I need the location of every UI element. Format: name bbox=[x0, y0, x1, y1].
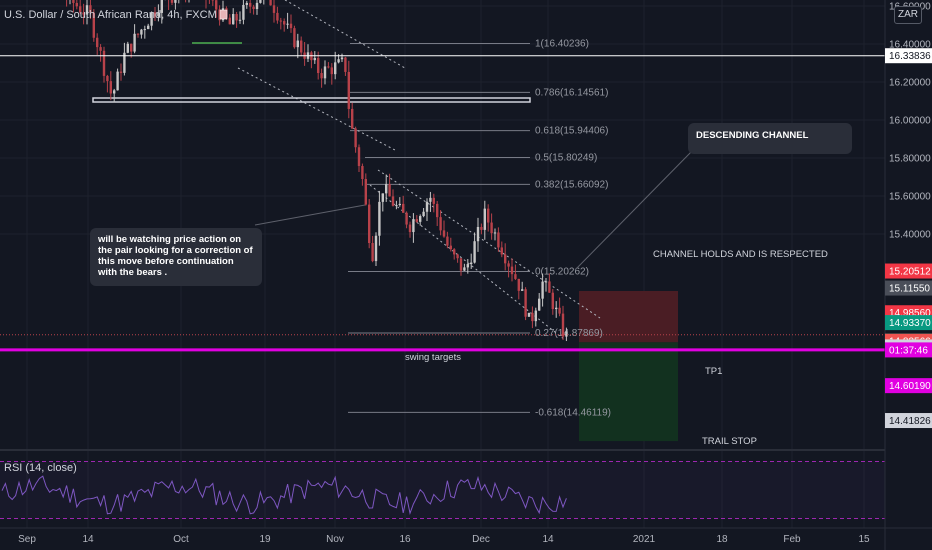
line-tag-1-bg bbox=[885, 342, 932, 358]
price-tag-8: 14.41826 bbox=[889, 416, 931, 427]
channel-holds-label[interactable]: CHANNEL HOLDS AND IS RESPECTED bbox=[653, 249, 828, 260]
time-tick-0: Sep bbox=[18, 534, 36, 545]
channel-line-2 bbox=[377, 169, 601, 319]
price-tag-8-bg bbox=[885, 413, 932, 429]
time-tick-3: 19 bbox=[259, 534, 271, 545]
descending-channel-callout[interactable]: DESCENDING CHANNEL bbox=[688, 123, 852, 154]
price-tick-4: 15.80000 bbox=[889, 154, 931, 165]
fib-label-5: 0(15.20262) bbox=[535, 267, 589, 278]
line-tag-0-bg bbox=[885, 48, 932, 64]
highlighted-candle bbox=[219, 9, 228, 20]
support-zone bbox=[92, 97, 531, 103]
channel-line-1 bbox=[237, 67, 396, 151]
symbol-title[interactable]: U.S. Dollar / South African Rand, 4h, FX… bbox=[4, 9, 217, 21]
rsi-label[interactable]: RSI (14, close) bbox=[4, 462, 77, 474]
time-tick-1: 14 bbox=[82, 534, 94, 545]
price-tag-2: 14.98560 bbox=[889, 308, 931, 319]
fib-label-7: -0.618(14.46119) bbox=[535, 407, 611, 418]
rsi-line bbox=[1, 475, 567, 516]
fib-label-0: 1(16.40236) bbox=[535, 39, 589, 50]
take-profit-zone bbox=[579, 342, 678, 442]
price-axis[interactable]: 16.6000016.4000016.2000016.0000015.80000… bbox=[884, 0, 932, 550]
rsi-pane: 80.0040.00 bbox=[0, 449, 914, 519]
price-tag-3: 14.93370 bbox=[889, 318, 931, 329]
note-pointer bbox=[254, 204, 366, 226]
channel-callout-pointer bbox=[574, 147, 696, 271]
price-tick-6: 15.40000 bbox=[889, 230, 931, 241]
tp1-label[interactable]: TP1 bbox=[705, 366, 723, 377]
price-tick-1: 16.40000 bbox=[889, 40, 931, 51]
fib-label-2: 0.618(15.94406) bbox=[535, 126, 608, 137]
price-tag-7: 14.60190 bbox=[889, 381, 931, 392]
currency-badge[interactable]: ZAR bbox=[894, 6, 922, 24]
price-tag-0-bg bbox=[885, 263, 932, 279]
time-tick-2: Oct bbox=[173, 534, 189, 545]
trail-stop-label[interactable]: TRAIL STOP bbox=[702, 436, 757, 447]
line-tag-0: 16.33836 bbox=[889, 51, 931, 62]
stop-loss-zone bbox=[579, 291, 678, 343]
price-tag-3-bg bbox=[885, 315, 932, 331]
price-tick-5: 15.60000 bbox=[889, 192, 931, 203]
line-tag-1: 01:37:46 bbox=[889, 345, 928, 356]
time-tick-11: 15 bbox=[858, 534, 870, 545]
price-tick-3: 16.00000 bbox=[889, 116, 931, 127]
candles bbox=[66, 0, 568, 342]
fib-label-4: 0.382(15.66092) bbox=[535, 179, 608, 190]
time-tick-9: 18 bbox=[716, 534, 728, 545]
price-tag-1-bg bbox=[885, 280, 932, 296]
position-zones bbox=[579, 291, 678, 442]
price-tick-2: 16.20000 bbox=[889, 78, 931, 89]
descending-channel-lines[interactable] bbox=[92, 0, 696, 341]
price-tag-0: 15.20512 bbox=[889, 267, 931, 278]
fib-label-1: 0.786(16.14561) bbox=[535, 87, 608, 98]
price-tag-1: 15.11550 bbox=[889, 284, 930, 295]
time-tick-5: 16 bbox=[399, 534, 411, 545]
time-tick-4: Nov bbox=[326, 534, 344, 545]
swing-targets-label[interactable]: swing targets bbox=[405, 352, 461, 363]
time-axis[interactable]: Sep 14 Oct 19 Nov 16 Dec 14 2021 18 Feb 15 bbox=[0, 527, 932, 545]
rsi-band bbox=[0, 461, 885, 519]
time-tick-6: Dec bbox=[472, 534, 490, 545]
price-action-note[interactable]: will be watching price action on the pai… bbox=[90, 228, 262, 286]
time-tick-8: 2021 bbox=[633, 534, 656, 545]
time-tick-7: 14 bbox=[542, 534, 554, 545]
horizontal-lines[interactable] bbox=[0, 55, 885, 352]
fibonacci-retracement[interactable]: 1(16.40236) 0.786(16.14561) 0.618(15.94406… bbox=[348, 39, 611, 419]
price-tag-7-bg bbox=[885, 378, 932, 394]
fib-label-6: 0.27(14.87869) bbox=[535, 328, 603, 339]
fib-label-3: 0.5(15.80249) bbox=[535, 153, 597, 164]
time-tick-10: Feb bbox=[783, 534, 801, 545]
